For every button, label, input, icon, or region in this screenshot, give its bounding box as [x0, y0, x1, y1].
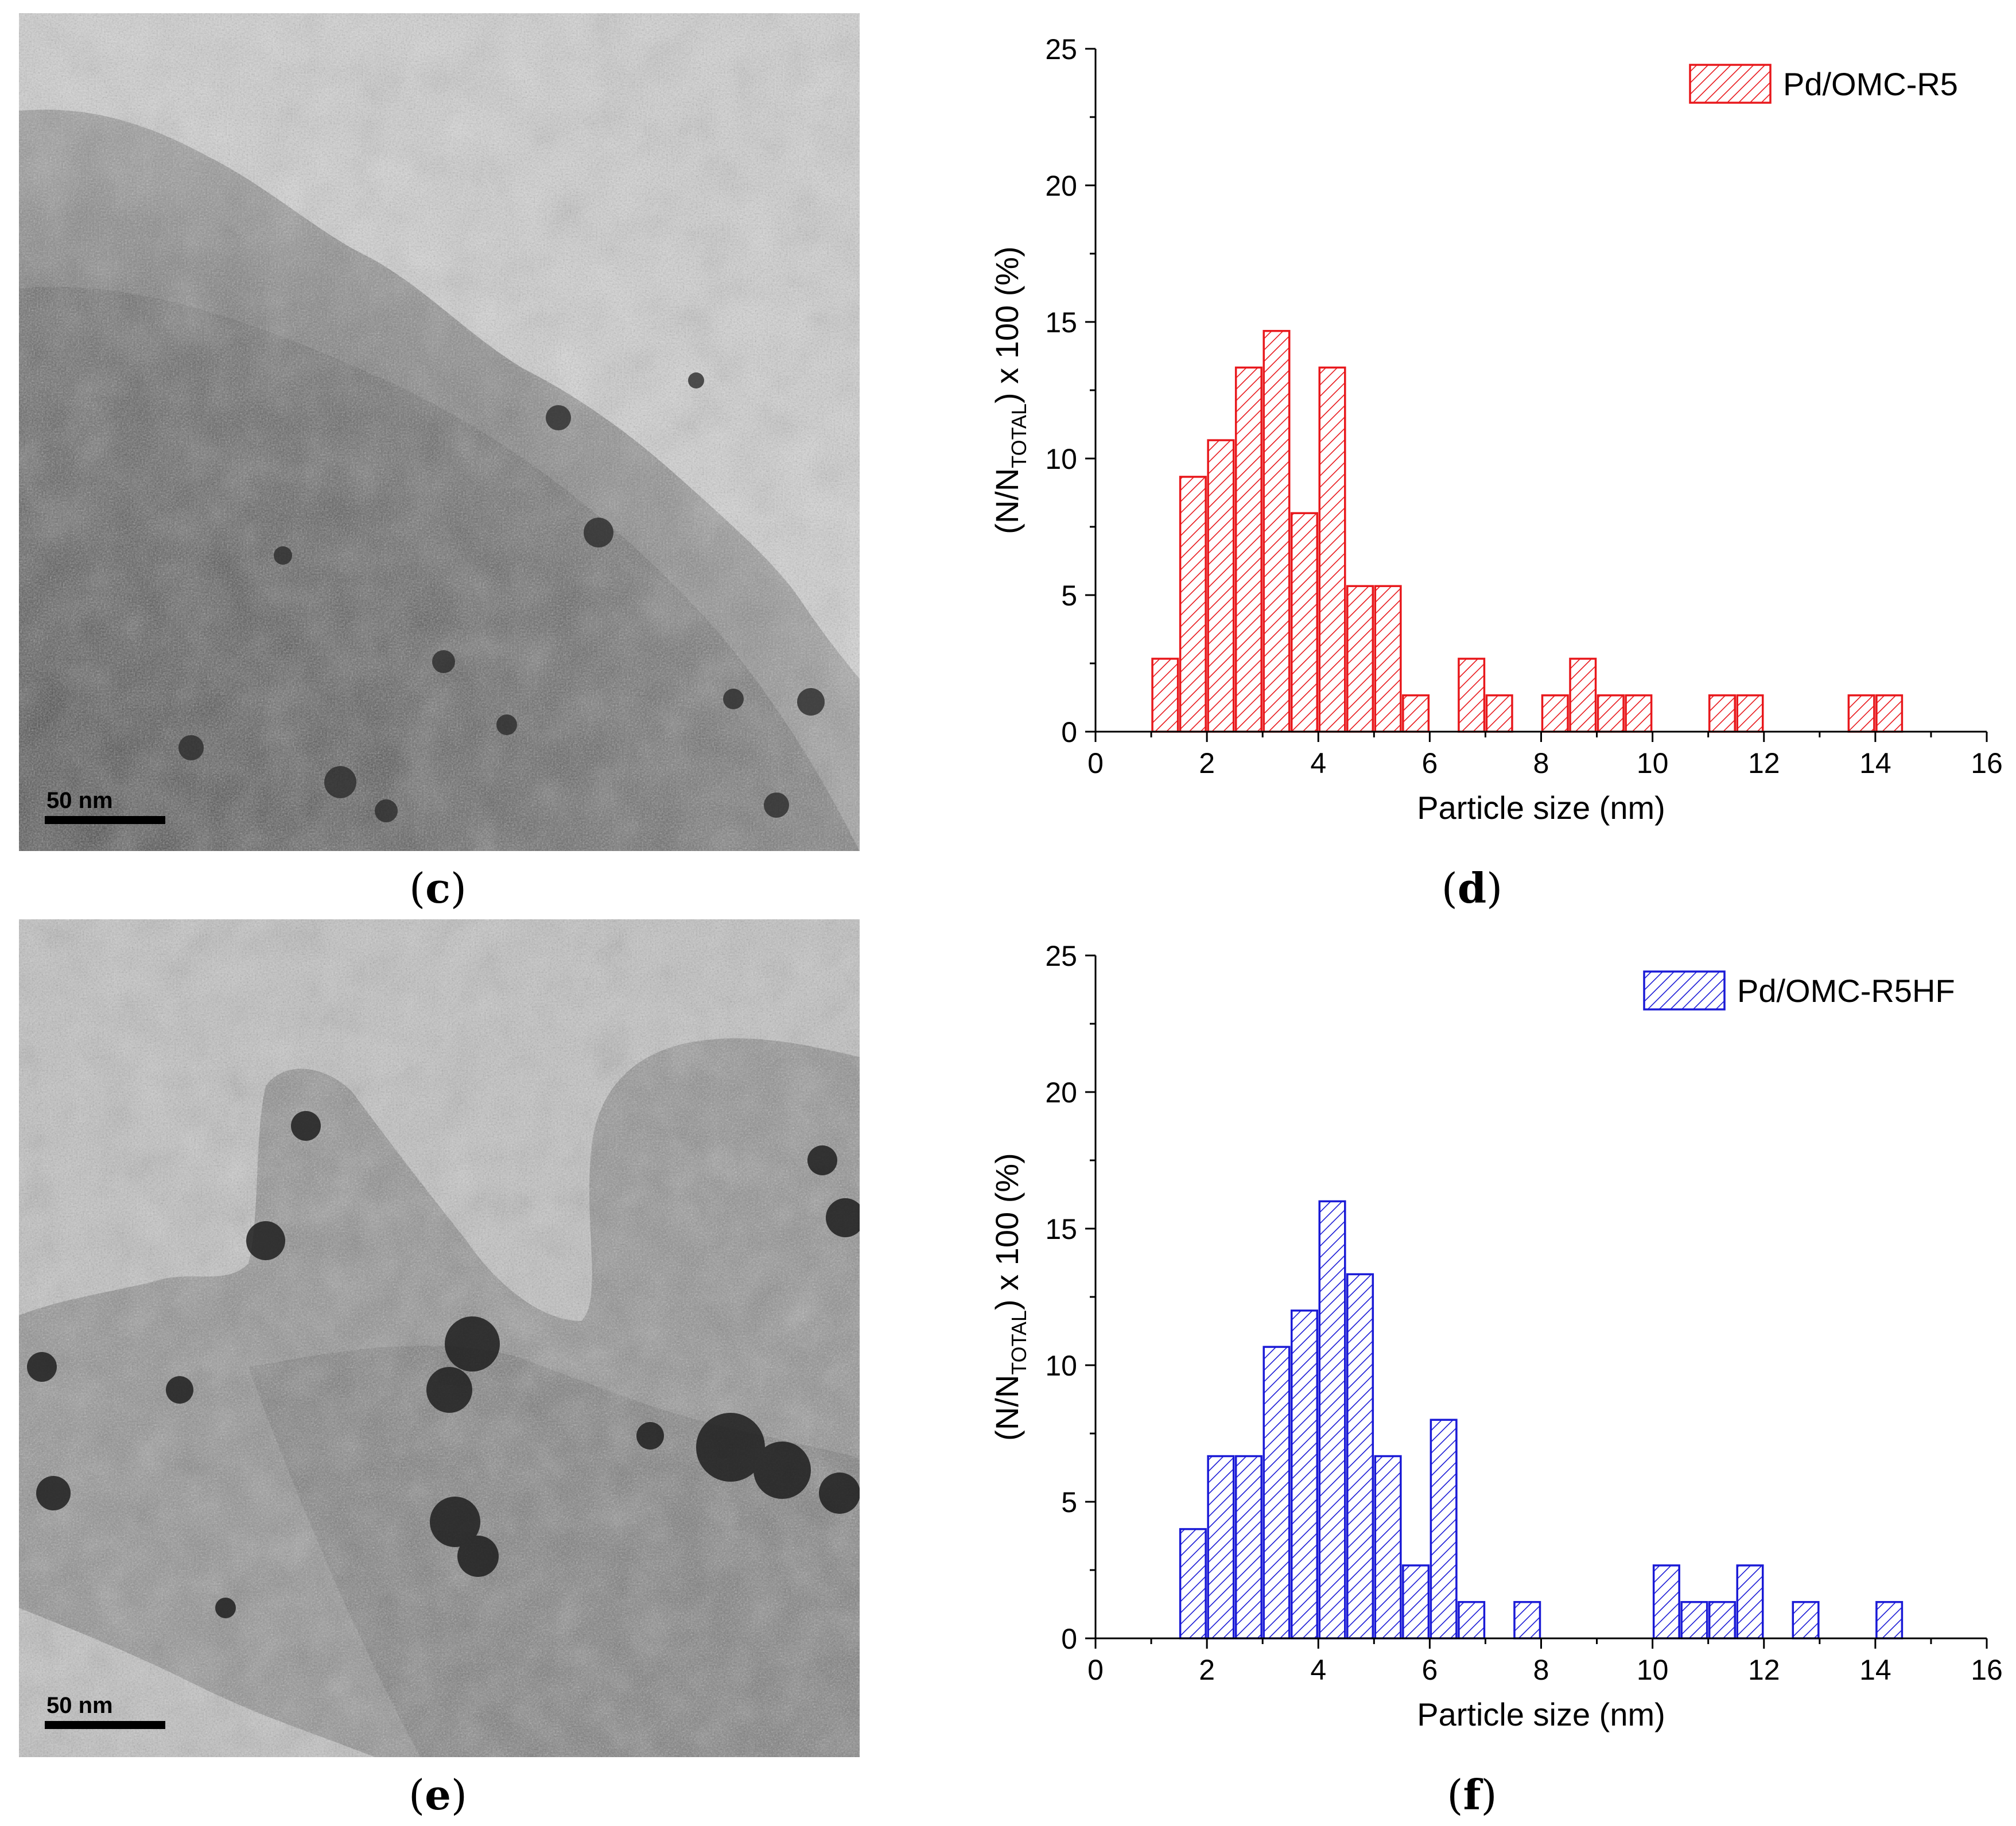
bar-d-16 — [1708, 694, 1736, 733]
bar-f-7 — [1374, 1455, 1402, 1639]
bar-d-15 — [1625, 694, 1653, 733]
bar-d-8 — [1374, 585, 1402, 733]
x-tick-label: 4 — [1310, 1654, 1326, 1686]
x-tick-label: 0 — [1087, 1654, 1104, 1686]
scalebar-label-c: 50 nm — [46, 788, 113, 813]
x-tick-label: 16 — [1971, 747, 2003, 779]
y-tick-label: 25 — [1045, 33, 1077, 65]
bar-f-0 — [1179, 1528, 1207, 1639]
scalebar-label-e: 50 nm — [46, 1693, 113, 1718]
x-tick-label: 12 — [1748, 747, 1780, 779]
bar-f-12 — [1652, 1564, 1680, 1639]
bar-d-13 — [1569, 658, 1597, 733]
x-axis-label: Particle size (nm) — [1417, 790, 1665, 826]
x-tick-label: 8 — [1533, 747, 1549, 779]
x-tick-label: 2 — [1199, 1654, 1215, 1686]
bar-f-9 — [1430, 1419, 1458, 1639]
bar-f-13 — [1680, 1600, 1708, 1639]
panel-caption-d: (d) — [1441, 864, 1503, 912]
bars — [1151, 329, 1904, 733]
scalebar-line-c — [45, 816, 165, 824]
x-tick-label: 6 — [1421, 747, 1438, 779]
y-tick-label: 15 — [1045, 306, 1077, 339]
y-axis-label: (N/NTOTAL) x 100 (%) — [989, 1153, 1031, 1441]
bar-d-6 — [1318, 366, 1346, 733]
bar-d-2 — [1207, 439, 1235, 733]
bar-f-6 — [1346, 1273, 1374, 1639]
y-tick-label: 25 — [1045, 940, 1077, 972]
legend: Pd/OMC-R5HF — [1643, 970, 1955, 1011]
legend-label: Pd/OMC-R5 — [1783, 66, 1958, 102]
x-tick-label: 10 — [1637, 747, 1669, 779]
y-tick-label: 10 — [1045, 1350, 1077, 1382]
x-tick-label: 4 — [1310, 747, 1326, 779]
bar-f-11 — [1513, 1600, 1541, 1639]
legend: Pd/OMC-R5 — [1689, 64, 1958, 104]
panel-caption-c: (c) — [409, 864, 467, 912]
bar-d-18 — [1847, 694, 1875, 733]
x-tick-label: 0 — [1087, 747, 1104, 779]
tem-image-c: 50 nm — [19, 13, 860, 851]
y-tick-label: 0 — [1061, 716, 1077, 748]
bars — [1179, 1200, 1904, 1639]
y-tick-label: 20 — [1045, 1077, 1077, 1109]
y-tick-label: 5 — [1061, 580, 1077, 612]
tem-micrograph-c: 50 nm — [19, 13, 860, 851]
bar-f-17 — [1875, 1600, 1904, 1639]
x-tick-label: 10 — [1637, 1654, 1669, 1686]
bar-d-7 — [1346, 585, 1374, 733]
tem-micrograph-e: 50 nm — [19, 919, 860, 1757]
y-tick-label: 5 — [1061, 1486, 1077, 1518]
bar-d-5 — [1290, 512, 1318, 733]
histogram-f: 0 2 4 6 8 10 12 14 16 0 5 10 15 20 25 Particle size (nm… — [989, 940, 2003, 1732]
x-tick-label: 16 — [1971, 1654, 2003, 1686]
bar-d-12 — [1541, 694, 1569, 733]
legend-swatch — [1643, 970, 1726, 1011]
bar-f-5 — [1318, 1200, 1346, 1639]
bar-d-3 — [1234, 366, 1263, 733]
bar-d-14 — [1597, 694, 1625, 733]
bar-f-1 — [1207, 1455, 1235, 1639]
bar-d-4 — [1263, 329, 1291, 733]
x-tick-label: 14 — [1859, 747, 1891, 779]
legend-swatch — [1689, 64, 1772, 104]
legend-label: Pd/OMC-R5HF — [1737, 973, 1955, 1009]
bar-d-11 — [1485, 694, 1513, 733]
x-tick-label: 2 — [1199, 747, 1215, 779]
panel-caption-e: (e) — [409, 1770, 467, 1819]
x-tick-label: 6 — [1421, 1654, 1438, 1686]
bar-d-17 — [1736, 694, 1764, 733]
tem-image-e: 50 nm — [19, 919, 860, 1757]
bar-d-9 — [1402, 694, 1430, 733]
bar-d-19 — [1875, 694, 1904, 733]
bar-d-0 — [1151, 658, 1179, 733]
bar-f-3 — [1263, 1346, 1291, 1639]
scalebar-line-e — [45, 1721, 165, 1729]
y-tick-label: 10 — [1045, 443, 1077, 475]
bar-f-16 — [1792, 1600, 1820, 1639]
bar-f-4 — [1290, 1310, 1318, 1639]
histogram-d: 0 2 4 6 8 10 12 14 16 0 5 10 15 20 25 Particle size (nm… — [989, 33, 2003, 826]
y-tick-label: 15 — [1045, 1213, 1077, 1245]
bar-f-10 — [1458, 1600, 1486, 1639]
x-tick-label: 12 — [1748, 1654, 1780, 1686]
bar-f-8 — [1402, 1564, 1430, 1639]
y-axis-label: (N/NTOTAL) x 100 (%) — [989, 246, 1031, 534]
y-tick-label: 20 — [1045, 170, 1077, 202]
bar-d-10 — [1458, 658, 1486, 733]
x-axis-label: Particle size (nm) — [1417, 1696, 1665, 1732]
x-tick-label: 8 — [1533, 1654, 1549, 1686]
y-tick-label: 0 — [1061, 1623, 1077, 1655]
bar-f-15 — [1736, 1564, 1764, 1639]
x-tick-label: 14 — [1859, 1654, 1891, 1686]
panel-caption-f: (f) — [1447, 1770, 1497, 1819]
bar-d-1 — [1179, 476, 1207, 733]
bar-f-2 — [1234, 1455, 1263, 1639]
bar-f-14 — [1708, 1600, 1736, 1639]
